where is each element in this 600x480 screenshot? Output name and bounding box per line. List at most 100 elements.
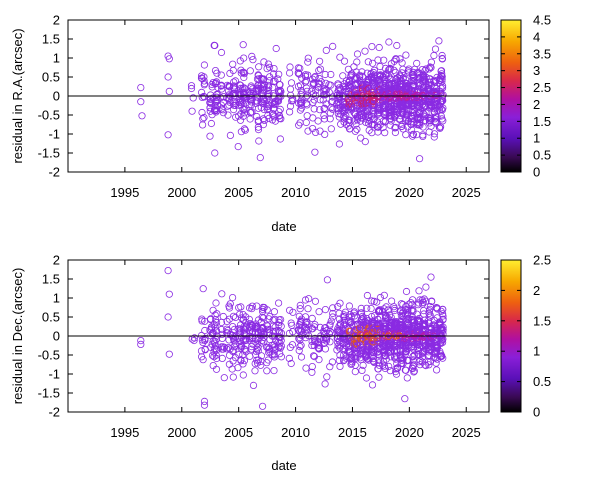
scatter-point bbox=[419, 71, 427, 79]
scatter-point bbox=[301, 296, 310, 304]
scatter-point bbox=[438, 94, 446, 102]
scatter-point bbox=[361, 138, 369, 146]
scatter-point bbox=[390, 66, 398, 74]
scatter-point bbox=[329, 304, 337, 312]
scatter-point bbox=[347, 360, 355, 368]
scatter-point bbox=[375, 373, 383, 381]
scatter-point bbox=[214, 83, 222, 92]
scatter-point bbox=[230, 343, 238, 351]
scatter-point bbox=[385, 362, 393, 370]
scatter-point bbox=[246, 334, 254, 342]
scatter-point bbox=[285, 329, 294, 337]
scatter-point bbox=[296, 119, 304, 127]
scatter-point bbox=[206, 315, 215, 324]
scatter-point bbox=[424, 343, 432, 351]
y-tick-label: -2 bbox=[48, 165, 60, 180]
scatter-point bbox=[433, 338, 441, 346]
scatter-point bbox=[336, 299, 344, 307]
scatter-point bbox=[326, 338, 334, 346]
scatter-point bbox=[361, 47, 369, 55]
scatter-point bbox=[393, 41, 401, 50]
y-tick-label: 1 bbox=[53, 51, 60, 66]
scatter-point bbox=[436, 347, 444, 356]
x-tick-label: 2025 bbox=[452, 185, 481, 200]
y-tick-label: -0.5 bbox=[38, 108, 60, 123]
scatter-point bbox=[302, 364, 310, 372]
scatter-point bbox=[310, 73, 319, 81]
scatter-point bbox=[418, 101, 426, 109]
scatter-point bbox=[296, 333, 304, 342]
scatter-point bbox=[323, 373, 331, 381]
scatter-point bbox=[213, 310, 221, 318]
scatter-point bbox=[263, 367, 271, 375]
scatter-point bbox=[236, 310, 244, 318]
scatter-point bbox=[358, 366, 366, 374]
scatter-point bbox=[409, 364, 417, 373]
scatter-point bbox=[397, 359, 405, 368]
scatter-point bbox=[200, 401, 209, 409]
scatter-point bbox=[256, 154, 264, 162]
scatter-point bbox=[277, 87, 285, 96]
scatter-point bbox=[367, 304, 375, 313]
scatter-point bbox=[374, 71, 382, 79]
scatter-point bbox=[410, 351, 419, 359]
scatter-point bbox=[379, 324, 387, 332]
scatter-point bbox=[303, 87, 311, 95]
scatter-point bbox=[439, 104, 447, 112]
scatter-point bbox=[339, 322, 348, 330]
scatter-point bbox=[224, 111, 232, 119]
scatter-point bbox=[224, 326, 232, 335]
scatter-point bbox=[339, 72, 347, 80]
scatter-point bbox=[274, 97, 283, 105]
scatter-point bbox=[320, 339, 329, 347]
scatter-point bbox=[248, 324, 256, 332]
scatter-point bbox=[340, 312, 348, 321]
scatter-point bbox=[351, 343, 360, 351]
scatter-point bbox=[301, 334, 310, 342]
scatter-point bbox=[365, 112, 373, 120]
scatter-point bbox=[439, 354, 447, 362]
scatter-point bbox=[348, 355, 356, 363]
y-tick-label: 0 bbox=[53, 329, 60, 344]
scatter-point bbox=[230, 78, 238, 86]
scatter-point bbox=[409, 76, 417, 85]
scatter-point bbox=[321, 305, 329, 314]
scatter-point bbox=[218, 330, 226, 338]
scatter-point bbox=[187, 82, 196, 90]
scatter-point bbox=[402, 51, 410, 59]
scatter-point bbox=[265, 90, 273, 98]
scatter-point bbox=[258, 339, 266, 347]
y-axis-label: residual in Dec.(arcsec) bbox=[10, 268, 25, 405]
scatter-point bbox=[344, 102, 352, 110]
scatter-point bbox=[402, 131, 410, 139]
scatter-point bbox=[335, 322, 343, 330]
scatter-point bbox=[289, 308, 297, 316]
scatter-point bbox=[237, 110, 245, 118]
scatter-point bbox=[217, 48, 226, 57]
scatter-point bbox=[351, 354, 359, 362]
scatter-point bbox=[240, 54, 248, 62]
scatter-point bbox=[328, 358, 336, 366]
scatter-point bbox=[275, 333, 284, 341]
scatter-point bbox=[165, 290, 173, 298]
scatter-point bbox=[397, 306, 405, 315]
y-tick-label: 2 bbox=[53, 253, 60, 268]
scatter-point bbox=[304, 305, 312, 313]
scatter-point bbox=[229, 66, 237, 75]
scatter-point bbox=[189, 94, 197, 102]
scatter-point bbox=[239, 310, 247, 319]
scatter-point bbox=[211, 311, 219, 319]
scatter-point bbox=[362, 314, 371, 323]
scatter-point bbox=[365, 119, 373, 128]
scatter-point bbox=[376, 293, 384, 302]
scatter-point bbox=[258, 75, 266, 83]
scatter-point bbox=[407, 126, 416, 134]
scatter-point bbox=[373, 118, 381, 126]
scatter-point bbox=[425, 307, 433, 315]
scatter-point bbox=[304, 127, 312, 135]
scatter-point bbox=[353, 125, 361, 133]
scatter-point bbox=[276, 81, 284, 89]
scatter-point bbox=[218, 85, 226, 93]
scatter-point bbox=[207, 99, 215, 108]
scatter-point bbox=[285, 108, 294, 116]
